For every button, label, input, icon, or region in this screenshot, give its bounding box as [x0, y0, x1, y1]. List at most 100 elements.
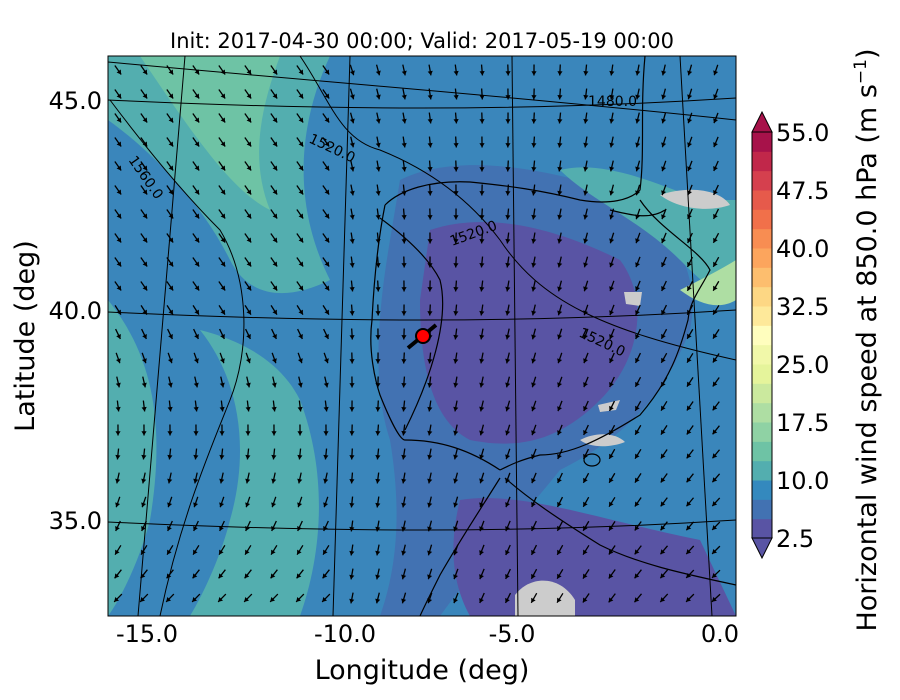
wind-arrow	[113, 593, 123, 603]
wind-arrow	[271, 424, 277, 436]
wind-arrow	[634, 400, 642, 412]
wind-arrow	[271, 496, 277, 508]
contour-line	[299, 56, 736, 361]
wind-arrow	[349, 376, 355, 388]
colorbar-label: Horizontal wind speed at 850.0 hPa (m s−…	[851, 48, 883, 631]
wind-arrow	[401, 544, 407, 556]
wind-arrow	[114, 281, 122, 291]
wind-arrow	[349, 208, 355, 220]
gridline-lat-35	[108, 519, 736, 531]
wind-arrow	[427, 568, 433, 580]
wind-arrow	[479, 544, 485, 556]
wind-field-region	[108, 56, 330, 294]
wind-arrow	[296, 233, 304, 243]
wind-arrow	[401, 88, 407, 100]
wind-arrow	[349, 280, 355, 292]
wind-arrow	[427, 400, 433, 412]
wind-arrow	[297, 352, 303, 364]
chart-title: Init: 2017-04-30 00:00; Valid: 2017-05-1…	[170, 29, 674, 53]
colorbar-bin	[752, 441, 772, 462]
wind-arrow	[245, 448, 251, 460]
wind-arrow	[713, 88, 719, 100]
wind-arrow	[166, 544, 174, 556]
wind-arrow	[322, 305, 330, 315]
colorbar-extend-max	[751, 110, 773, 133]
wind-arrow	[479, 592, 485, 604]
wind-arrow	[140, 89, 148, 99]
wind-arrow	[531, 256, 537, 268]
wind-arrow	[375, 304, 381, 316]
wind-arrow	[505, 112, 511, 124]
wind-arrow	[375, 136, 381, 148]
wind-arrow	[114, 185, 122, 195]
wind-arrow	[479, 568, 485, 580]
coastlines	[370, 56, 736, 616]
wind-arrow	[713, 136, 719, 148]
wind-arrow	[531, 328, 537, 340]
wind-arrow	[557, 256, 563, 268]
wind-arrow	[661, 208, 667, 220]
wind-arrow	[712, 329, 720, 339]
colorbar-label-exponent: −1	[851, 59, 871, 84]
wind-arrow	[349, 568, 355, 580]
y-tick-label: 45.0	[49, 87, 102, 115]
wind-arrow	[453, 256, 459, 268]
wind-arrow	[505, 304, 511, 316]
wind-arrow	[296, 209, 304, 219]
wind-arrow	[349, 496, 355, 508]
wind-arrow	[349, 544, 355, 556]
wind-arrow	[634, 545, 642, 555]
wind-arrow	[323, 424, 329, 436]
y-tick-label: 35.0	[49, 507, 102, 535]
wind-arrow	[297, 424, 303, 436]
wind-arrow	[192, 209, 200, 219]
wind-arrow	[167, 520, 173, 532]
wind-arrow	[270, 569, 278, 579]
wind-arrow	[218, 113, 226, 123]
coastline-east	[499, 199, 711, 471]
wind-arrow	[659, 569, 669, 579]
wind-arrow	[140, 113, 148, 123]
wind-arrow	[427, 64, 433, 76]
wind-arrow	[322, 89, 330, 99]
wind-arrow	[349, 184, 355, 196]
wind-arrow	[322, 65, 330, 75]
wind-arrow	[193, 400, 199, 412]
colorbar-bin	[752, 151, 772, 172]
wind-arrow	[427, 376, 433, 388]
wind-arrow	[479, 136, 485, 148]
wind-arrow	[114, 209, 122, 219]
wind-arrow	[686, 377, 694, 387]
wind-arrow	[193, 376, 199, 388]
wind-arrow	[530, 592, 538, 604]
wind-arrow	[270, 305, 278, 315]
wind-arrow	[375, 568, 381, 580]
wind-arrow	[713, 64, 719, 76]
wind-arrow	[479, 400, 485, 412]
wind-arrow	[322, 185, 330, 195]
wind-arrow	[140, 209, 148, 219]
wind-arrow	[296, 281, 304, 291]
wind-arrow	[349, 88, 355, 100]
wind-arrow	[531, 64, 537, 76]
wind-arrow	[634, 448, 642, 460]
wind-arrow	[583, 376, 589, 388]
wind-arrow	[427, 112, 433, 124]
colorbar-label-end: )	[852, 48, 883, 59]
wind-arrow	[453, 208, 459, 220]
wind-arrow	[661, 280, 667, 292]
wind-arrow	[660, 304, 668, 316]
wind-arrow	[114, 257, 122, 267]
wind-arrow	[375, 64, 381, 76]
missing-data-region	[660, 189, 730, 209]
wind-arrow	[141, 448, 147, 460]
wind-arrow	[479, 160, 485, 172]
wind-arrow	[531, 112, 537, 124]
wind-arrow	[453, 592, 459, 604]
wind-arrow	[218, 161, 226, 171]
wind-arrow	[401, 208, 407, 220]
wind-arrow	[401, 136, 407, 148]
wind-arrow	[296, 569, 304, 579]
wind-arrow	[686, 401, 694, 411]
wind-arrow	[271, 472, 277, 484]
